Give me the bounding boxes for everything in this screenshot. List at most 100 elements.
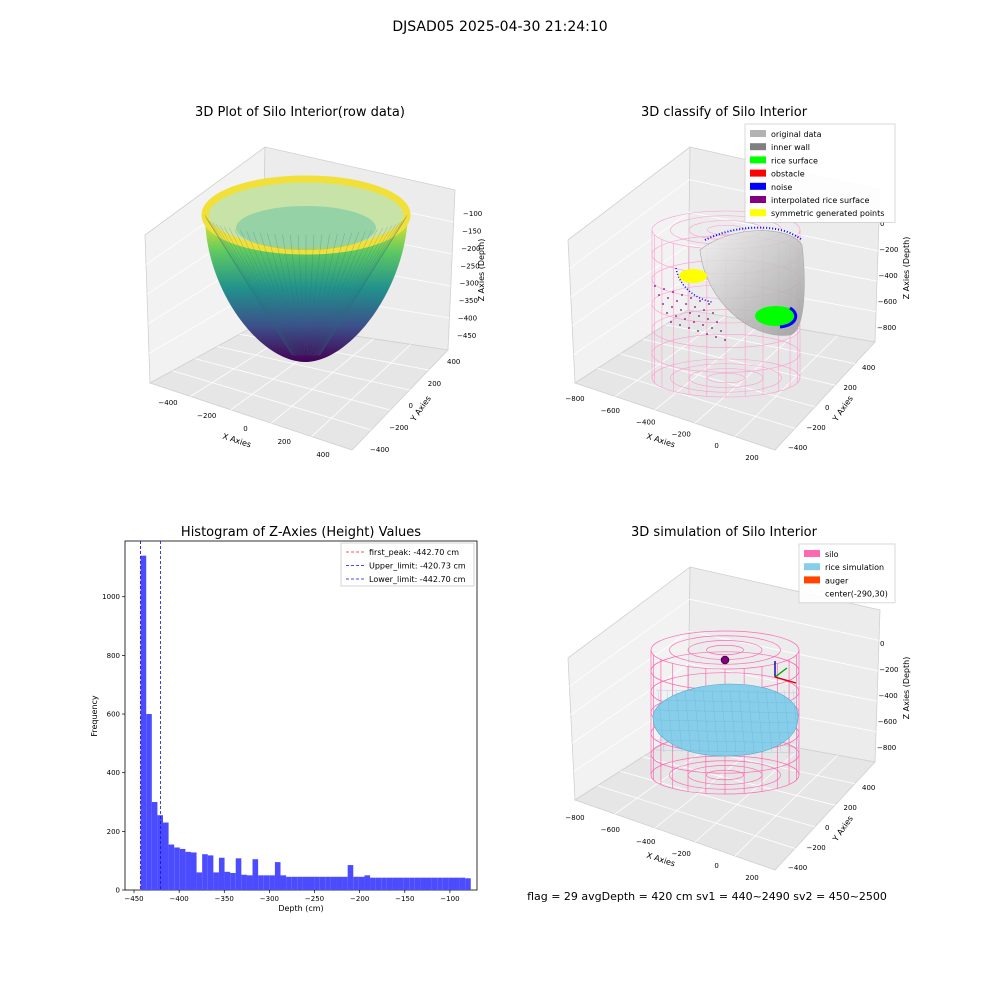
histogram-bar (235, 858, 242, 890)
panel-raw-3d-zlabel: Z Axies (Depth) (477, 239, 486, 302)
y-tick-label: −200 (807, 844, 826, 852)
legend-swatch (750, 196, 766, 203)
x-tick-label: −800 (565, 395, 584, 403)
histogram-bar (442, 877, 449, 890)
y-tick-label: 400 (862, 784, 875, 792)
x-tick-label: −450 (124, 895, 143, 903)
y-tick-label: −200 (807, 424, 826, 432)
histogram-bar (308, 876, 315, 890)
x-tick-label: 0 (714, 862, 718, 870)
x-tick-label: 200 (745, 874, 758, 882)
panel-classify-3d-y-ticks: −400 −200 0 200 400 (788, 364, 875, 452)
legend-label: center(-290,30) (825, 590, 888, 599)
histogram-bar (347, 865, 354, 890)
z-tick-label: −450 (457, 332, 476, 340)
legend-label: first_peak: -442.70 cm (369, 548, 459, 557)
panel-raw-3d-x-ticks: −400 −200 0 200 400 (158, 399, 329, 459)
histogram-bar (386, 877, 393, 890)
panel-simulation-3d-x-ticks: −800 −600 −400 −200 0 200 (565, 814, 758, 882)
histogram-bar (375, 877, 382, 890)
histogram-bar (297, 876, 303, 890)
interpolated-points (654, 285, 726, 341)
legend-label: auger (825, 576, 849, 585)
histogram-x-ticks: −450 −400 −350 −300 −250 −200 −150 −100 (124, 890, 460, 903)
histogram-bar (224, 871, 231, 890)
x-tick-label: −200 (672, 430, 691, 438)
histogram-bar (140, 555, 147, 890)
histogram-bar (146, 714, 152, 890)
histogram-bar (202, 854, 208, 890)
x-tick-label: 0 (714, 442, 718, 450)
histogram-ylabel: Frequency (90, 695, 99, 737)
y-tick-label: 0 (825, 404, 829, 412)
z-tick-label: −150 (462, 227, 481, 235)
y-tick-label: 0 (825, 824, 829, 832)
symmetric-points-blob (679, 269, 707, 283)
legend-swatch (750, 209, 766, 217)
x-tick-label: −300 (260, 895, 279, 903)
histogram-bar (314, 876, 320, 890)
histogram-bar (403, 877, 410, 890)
histogram-bar (196, 872, 203, 890)
histogram-bar (258, 875, 264, 890)
x-tick-label: −400 (170, 895, 189, 903)
histogram-bar (414, 877, 421, 890)
histogram-bar (185, 851, 191, 890)
z-tick-label: −250 (460, 262, 479, 270)
legend-label: symmetric generated points (771, 209, 884, 218)
histogram-bar (263, 875, 270, 890)
histogram-y-ticks: 0 200 400 600 800 1000 (102, 593, 125, 895)
x-tick-label: 200 (278, 438, 291, 446)
histogram-bar (274, 862, 281, 890)
z-tick-label: −800 (877, 744, 896, 752)
z-tick-label: −350 (459, 297, 478, 305)
legend-label: Lower_limit: -442.70 cm (369, 575, 466, 584)
histogram-bar (190, 852, 197, 890)
histogram-bar (426, 877, 432, 890)
histogram-bar (179, 848, 186, 890)
histogram-bar (437, 877, 443, 890)
histogram-bar (151, 802, 158, 890)
legend-swatch (750, 130, 766, 137)
x-tick-label: −200 (197, 412, 216, 420)
z-tick-label: −400 (458, 315, 477, 323)
histogram-bar (207, 855, 214, 890)
x-tick-label: −150 (395, 895, 414, 903)
histogram-bar (319, 876, 326, 890)
histogram-bar (280, 875, 287, 890)
legend-label: original data (771, 130, 822, 139)
histogram-bar (168, 844, 175, 890)
rice-mesh (655, 689, 800, 754)
y-tick-label: 0 (116, 887, 120, 895)
histogram-bar (241, 874, 247, 890)
histogram-bar (174, 847, 180, 890)
legend-swatch (804, 550, 820, 557)
panel-simulation-3d-y-ticks: −400 −200 0 200 400 (788, 784, 875, 872)
panel-classify-3d-ylabel: Y Axies (830, 394, 855, 424)
histogram-xlabel: Depth (cm) (278, 904, 323, 913)
legend-swatch (804, 576, 820, 584)
noise-rim (779, 306, 798, 329)
y-tick-label: 200 (428, 380, 441, 388)
histogram-bar (286, 876, 292, 890)
simulation-legend: silo rice simulation auger center(-290,30) (798, 543, 896, 604)
x-tick-label: 0 (243, 425, 247, 433)
y-tick-label: 200 (844, 384, 857, 392)
status-line: flag = 29 avgDepth = 420 cm sv1 = 440~24… (527, 890, 887, 903)
histogram-bar (370, 877, 376, 890)
histogram-bar (453, 877, 460, 890)
panel-classify-3d: 3D classify of Silo Interior −800 −600 −40… (565, 105, 911, 462)
histogram-axes (124, 540, 478, 891)
panel-simulation-3d-zlabel: Z Axies (Depth) (902, 657, 911, 720)
histogram-bar (409, 877, 415, 890)
histogram-bars (140, 555, 471, 890)
y-tick-label: −400 (788, 444, 807, 452)
histogram-bar (246, 875, 253, 890)
panel-simulation-3d: 3D simulation of Silo Interior −800−600−… (565, 525, 911, 882)
histogram-bar (358, 876, 365, 890)
panel-raw-3d-z-ticks: −100 −150 −200 −250 −300 −350 −400 −450 (457, 210, 482, 340)
histogram-bar (420, 877, 427, 890)
x-tick-label: −200 (672, 850, 691, 858)
histogram-title: Histogram of Z-Axies (Height) Values (181, 525, 421, 540)
